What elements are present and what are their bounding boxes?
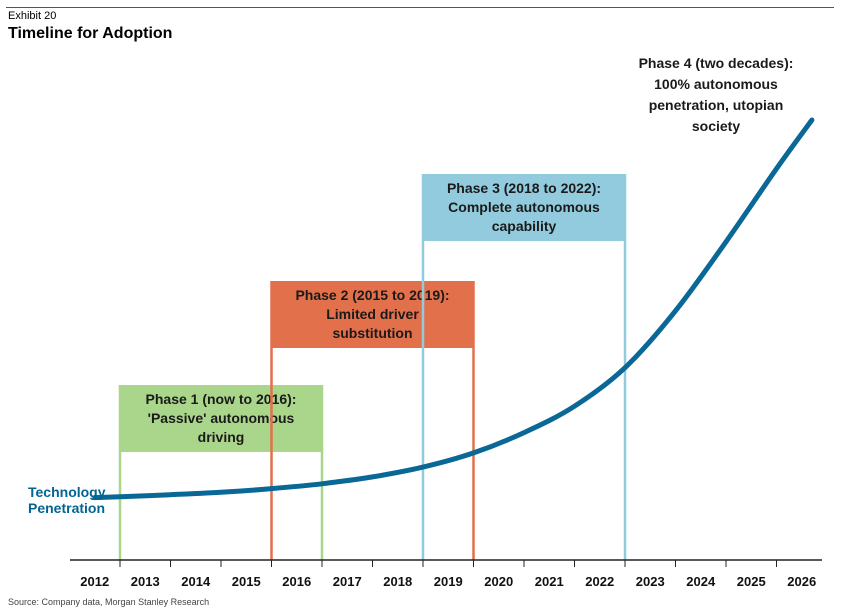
phase-3-label-line: Phase 3 (2018 to 2022): xyxy=(447,180,601,196)
top-rule xyxy=(6,7,834,8)
x-tick-label: 2014 xyxy=(181,574,211,589)
x-tick-label: 2025 xyxy=(737,574,766,589)
phase-2-label-line: substitution xyxy=(332,325,412,341)
x-tick-label: 2026 xyxy=(787,574,816,589)
phase-1-label-line: 'Passive' autonomous xyxy=(148,410,295,426)
x-tick-label: 2012 xyxy=(80,574,109,589)
chart-title: Timeline for Adoption xyxy=(8,25,173,42)
phase-2-label-line: Phase 2 (2015 to 2019): xyxy=(295,287,449,303)
phase-3-label-line: Complete autonomous xyxy=(448,199,600,215)
x-tick-label: 2015 xyxy=(232,574,261,589)
phase-4-annotation-line: Phase 4 (two decades): xyxy=(639,55,794,71)
technology-penetration-curve xyxy=(92,117,815,501)
x-tick-label: 2019 xyxy=(434,574,463,589)
x-tick-label: 2021 xyxy=(535,574,564,589)
x-tick-label: 2017 xyxy=(333,574,362,589)
x-tick-label: 2024 xyxy=(686,574,716,589)
x-tick-label: 2013 xyxy=(131,574,160,589)
phase-2-label-line: Limited driver xyxy=(326,306,419,322)
phase-3-label-line: capability xyxy=(492,218,557,234)
series-label: Technology xyxy=(28,484,106,500)
phase-4-annotation-line: society xyxy=(692,118,740,134)
phase-1-box xyxy=(120,385,322,452)
x-tick-label: 2023 xyxy=(636,574,665,589)
x-tick-label: 2020 xyxy=(484,574,513,589)
x-tick-label: 2022 xyxy=(585,574,614,589)
x-tick-label: 2016 xyxy=(282,574,311,589)
phase-3-box xyxy=(423,174,625,241)
source-note: Source: Company data, Morgan Stanley Res… xyxy=(8,597,210,607)
phase-1-label-line: driving xyxy=(198,429,245,445)
phase-4-annotation-line: penetration, utopian xyxy=(649,97,784,113)
phase-1-label-line: Phase 1 (now to 2016): xyxy=(146,391,297,407)
phase-4-annotation-line: 100% autonomous xyxy=(654,76,778,92)
exhibit-label: Exhibit 20 xyxy=(8,10,57,22)
phase-2-box xyxy=(271,281,474,348)
x-tick-label: 2018 xyxy=(383,574,412,589)
series-label: Penetration xyxy=(28,500,105,516)
